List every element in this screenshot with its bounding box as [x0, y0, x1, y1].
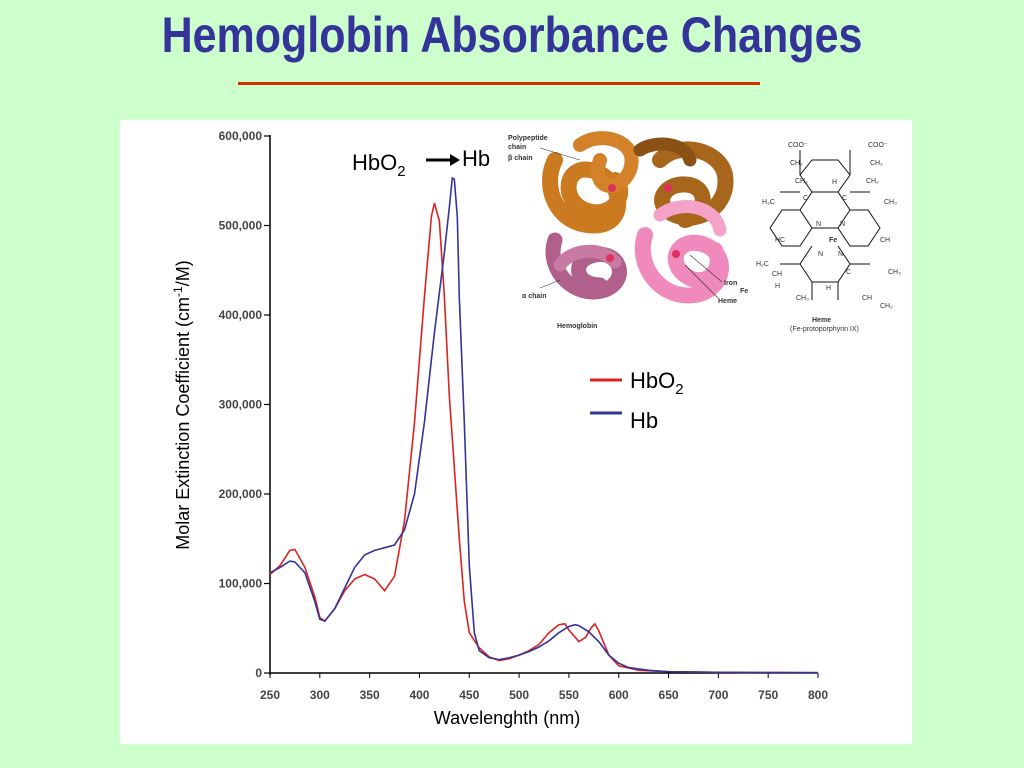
x-tick-label: 300 — [310, 688, 330, 702]
x-tick-label: 500 — [509, 688, 529, 702]
x-tick-label: 750 — [758, 688, 778, 702]
svg-text:H: H — [832, 179, 837, 186]
svg-text:H: H — [826, 285, 831, 292]
x-tick-label: 600 — [609, 688, 629, 702]
x-tick-label: 700 — [708, 688, 728, 702]
slide-title: Hemoglobin Absorbance Changes — [161, 7, 863, 63]
svg-text:β chain: β chain — [508, 155, 533, 162]
svg-text:Fe: Fe — [829, 237, 837, 244]
x-tick-label: 650 — [659, 688, 679, 702]
svg-text:Hb: Hb — [462, 146, 490, 171]
svg-text:COO⁻: COO⁻ — [868, 142, 888, 149]
svg-text:C: C — [803, 195, 808, 202]
heme-site-icon — [672, 250, 680, 258]
y-tick-label: 200,000 — [219, 487, 263, 501]
svg-text:Hemoglobin: Hemoglobin — [557, 323, 597, 330]
legend-label-hbo2: HbO2 — [630, 368, 684, 398]
y-axis-label: Molar Extinction Coefficient (cm-1/M) — [171, 260, 193, 549]
svg-text:N: N — [838, 251, 843, 258]
svg-text:N: N — [816, 221, 821, 228]
svg-text:CH₂: CH₂ — [866, 178, 879, 185]
series-line-hb — [269, 176, 819, 674]
x-tick-label: 250 — [260, 688, 280, 702]
hemoglobin-illustration: Polypeptide chain β chain α chain Hemogl… — [508, 131, 748, 330]
legend-label-hb: Hb — [630, 408, 658, 433]
x-tick-label: 800 — [808, 688, 828, 702]
svg-text:Fe: Fe — [740, 288, 748, 295]
x-ticks: 250 300 350 400 450 500 550 600 650 700 750 800 — [260, 673, 828, 702]
svg-text:Heme: Heme — [812, 317, 831, 324]
x-axis-label: Wavelenghth (nm) — [434, 708, 580, 728]
y-tick-label: 100,000 — [219, 577, 263, 591]
title-underline — [238, 82, 760, 85]
svg-text:C: C — [842, 195, 847, 202]
svg-text:H₂C: H₂C — [756, 261, 769, 268]
svg-text:CH₃: CH₃ — [888, 269, 901, 276]
svg-text:CH₂: CH₂ — [790, 160, 803, 167]
svg-text:α chain: α chain — [522, 293, 547, 300]
y-tick-label: 400,000 — [219, 308, 263, 322]
svg-text:HC: HC — [775, 237, 785, 244]
y-tick-label: 0 — [255, 666, 262, 680]
svg-text:CH: CH — [862, 295, 872, 302]
arrow-head-icon — [450, 154, 460, 166]
y-tick-label: 300,000 — [219, 398, 263, 412]
heme-structure-illustration: COO⁻ COO⁻ CH₂ CH₂ CH₂ CH₂ H H₃C C C CH₃ … — [756, 142, 901, 333]
svg-text:H: H — [775, 283, 780, 290]
y-tick-label: 500,000 — [219, 219, 263, 233]
svg-text:Heme: Heme — [718, 298, 737, 305]
legend: HbO2 Hb — [590, 368, 684, 433]
series-line-hbo2 — [269, 202, 819, 674]
svg-text:CH: CH — [772, 271, 782, 278]
svg-text:(Fe-protoporphyrin IX): (Fe-protoporphyrin IX) — [790, 326, 859, 333]
x-tick-label: 400 — [409, 688, 429, 702]
svg-text:Polypeptide: Polypeptide — [508, 135, 548, 142]
svg-text:N: N — [818, 251, 823, 258]
svg-text:H₃C: H₃C — [762, 199, 775, 206]
y-ticks: 0 100,000 200,000 300,000 400,000 500,000 600,… — [219, 129, 270, 680]
svg-text:HbO2: HbO2 — [352, 150, 406, 180]
x-tick-label: 350 — [360, 688, 380, 702]
svg-text:N: N — [840, 221, 845, 228]
svg-text:CH: CH — [880, 237, 890, 244]
svg-text:CH₂: CH₂ — [795, 178, 808, 185]
y-tick-label: 600,000 — [219, 129, 263, 143]
heme-site-icon — [606, 254, 614, 262]
svg-text:CH₂: CH₂ — [880, 303, 893, 310]
svg-text:Iron: Iron — [724, 280, 737, 287]
x-tick-label: 450 — [459, 688, 479, 702]
x-tick-label: 550 — [559, 688, 579, 702]
svg-text:chain: chain — [508, 144, 526, 151]
chart-panel — [120, 120, 912, 744]
svg-text:C: C — [846, 269, 851, 276]
svg-text:COO⁻: COO⁻ — [788, 142, 808, 149]
svg-text:CH₃: CH₃ — [796, 295, 809, 302]
transition-annotation: HbO2 Hb — [352, 146, 490, 180]
heme-site-icon — [664, 184, 672, 192]
svg-text:CH₃: CH₃ — [884, 199, 897, 206]
heme-site-icon — [608, 184, 616, 192]
svg-text:CH₂: CH₂ — [870, 160, 883, 167]
